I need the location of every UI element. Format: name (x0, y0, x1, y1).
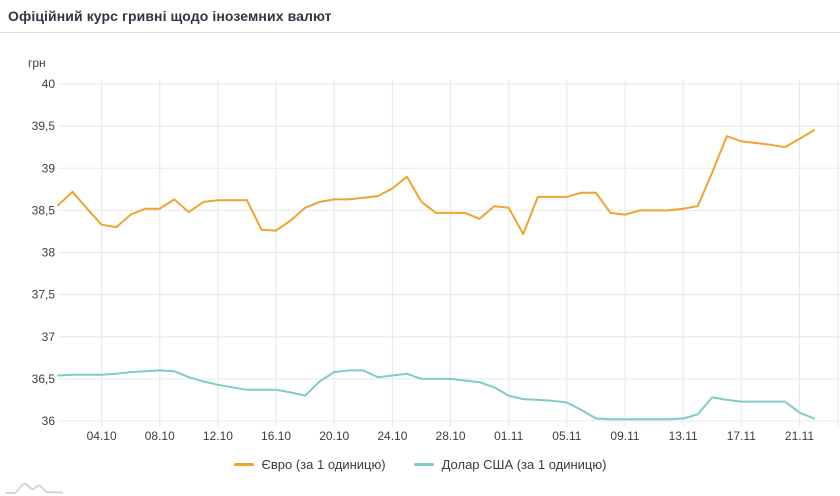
x-tick-label: 05.11 (552, 429, 581, 443)
legend-label-euro: Євро (за 1 одиницю) (261, 457, 386, 472)
chart-header: Офіційний курс гривні щодо іноземних вал… (0, 0, 840, 33)
x-tick-label: 13.11 (669, 429, 698, 443)
y-tick-label: 38,5 (32, 203, 56, 217)
x-tick-label: 16.10 (261, 429, 291, 443)
y-tick-label: 37 (42, 330, 56, 344)
y-tick-label: 40 (42, 77, 56, 91)
y-axis-unit-label: грн (28, 56, 46, 70)
area-chart-watermark-icon (5, 483, 63, 494)
x-tick-label: 01.11 (494, 429, 523, 443)
chart-legend: Євро (за 1 одиницю) Долар США (за 1 один… (0, 457, 840, 472)
y-tick-label: 39,5 (32, 119, 56, 133)
x-tick-label: 28.10 (436, 429, 466, 443)
euro-line-marker-icon (233, 463, 254, 466)
x-tick-label: 08.10 (145, 429, 175, 443)
euro-series-line (57, 129, 815, 235)
x-tick-label: 12.10 (203, 429, 233, 443)
legend-label-usd: Долар США (за 1 одиницю) (441, 457, 607, 472)
y-tick-label: 36,5 (32, 372, 56, 386)
usd-series-line (57, 369, 815, 421)
legend-item-euro[interactable]: Євро (за 1 одиницю) (233, 457, 386, 472)
y-tick-label: 38 (42, 246, 56, 260)
x-tick-label: 17.11 (727, 429, 756, 443)
x-tick-label: 24.10 (377, 429, 407, 443)
x-tick-label: 04.10 (87, 429, 117, 443)
x-tick-label: 20.10 (319, 429, 349, 443)
y-tick-label: 37,5 (32, 288, 56, 302)
legend-item-usd[interactable]: Долар США (за 1 одиницю) (413, 457, 607, 472)
y-tick-label: 39 (42, 161, 56, 175)
page-title: Офіційний курс гривні щодо іноземних вал… (8, 8, 332, 24)
x-tick-label: 21.11 (785, 429, 814, 443)
usd-line-marker-icon (413, 463, 434, 466)
y-tick-label: 36 (42, 414, 56, 428)
x-tick-label: 09.11 (610, 429, 639, 443)
